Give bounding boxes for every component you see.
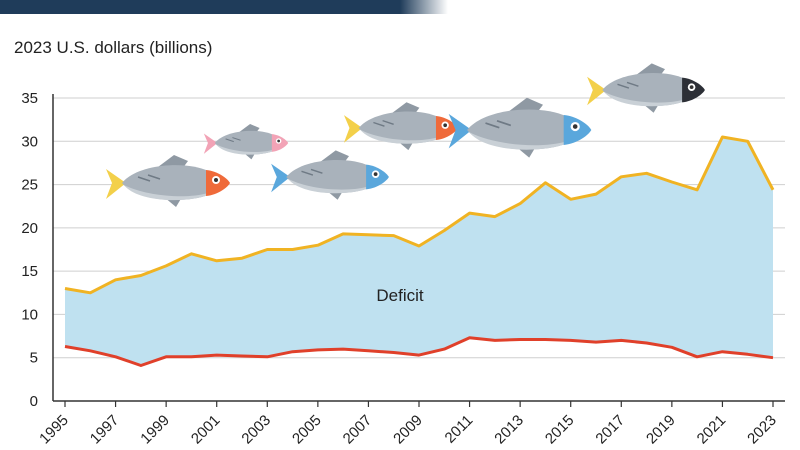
series-lines [64,135,775,367]
fish-blue-head-icon [271,150,389,200]
fish-blue-head-large-icon [448,97,592,158]
x-tick-2003: 2003 [238,412,274,448]
x-tick-1997: 1997 [87,412,123,448]
x-tick-2009: 2009 [390,412,426,448]
x-tick-labels: 1995 1997 1999 2001 2003 2005 2007 2009 2011 2013… [36,401,780,447]
y-tick-10: 10 [21,306,38,323]
x-tick-2001: 2001 [188,412,224,448]
y-tick-30: 30 [21,133,38,150]
series-line-0 [64,135,775,295]
fish-orange-head-icon-2 [343,102,459,151]
y-tick-5: 5 [30,350,38,367]
x-tick-2021: 2021 [694,412,730,448]
x-tick-2023: 2023 [744,412,780,448]
deficit-label: Deficit [376,286,424,305]
x-tick-1995: 1995 [36,412,72,448]
y-tick-20: 20 [21,220,38,237]
x-tick-2015: 2015 [542,412,578,448]
y-axis-unit-label: 2023 U.S. dollars (billions) [14,38,213,57]
header-band [0,0,800,14]
x-tick-2005: 2005 [289,412,325,448]
y-tick-labels: 0 5 10 15 20 25 30 35 [21,90,38,410]
fish-black-head-icon [587,63,705,113]
x-tick-2019: 2019 [643,412,679,448]
fish-pink-small-icon [203,123,289,160]
y-tick-35: 35 [21,90,38,107]
x-tick-2011: 2011 [442,412,477,447]
x-tick-2007: 2007 [340,412,376,448]
y-tick-25: 25 [21,177,38,194]
y-tick-0: 0 [30,393,38,410]
x-tick-2017: 2017 [592,412,628,448]
fish-decorations [106,63,705,207]
fish-orange-head-icon [106,155,230,207]
x-tick-2013: 2013 [491,412,527,448]
y-tick-15: 15 [21,263,38,280]
series-line-1 [64,336,774,367]
x-tick-1999: 1999 [137,412,173,448]
